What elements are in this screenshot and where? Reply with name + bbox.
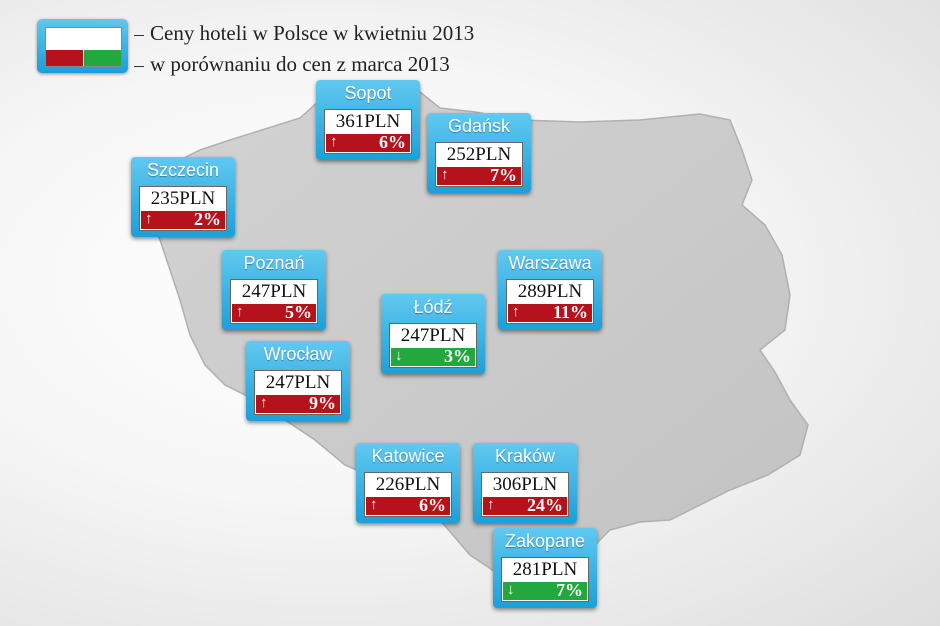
price-value: 252PLN: [446, 144, 512, 165]
price-box: 281PLN ↓ 7%: [501, 557, 589, 602]
legend-title-line1: Ceny hoteli w Polsce w kwietniu 2013: [150, 21, 475, 45]
city-name: Zakopane: [504, 531, 586, 551]
price-value: 361PLN: [335, 111, 401, 132]
price-value: 226PLN: [375, 474, 441, 495]
legend-icon: [37, 19, 128, 73]
price-change-value: 9%: [309, 393, 336, 413]
city-card-sopot: Sopot 361PLN ↑ 6%: [316, 80, 420, 160]
legend-connector-line: [134, 66, 144, 67]
price-change-value: 6%: [379, 132, 406, 152]
city-name: Katowice: [371, 446, 445, 466]
price-value: 247PLN: [241, 281, 307, 302]
city-card-gdansk: Gdańsk 252PLN ↑ 7%: [427, 113, 531, 193]
city-name: Wrocław: [263, 344, 333, 364]
price-box: 361PLN ↑ 6%: [324, 109, 412, 154]
price-box: 247PLN ↑ 9%: [254, 370, 342, 415]
price-box: 247PLN ↓ 3%: [389, 323, 477, 368]
city-name: Gdańsk: [447, 116, 511, 136]
price-change-bar: ↑ 7%: [437, 165, 521, 185]
price-box: 226PLN ↑ 6%: [364, 472, 452, 517]
city-card-szczecin: Szczecin 235PLN ↑ 2%: [131, 157, 235, 237]
legend-increase-swatch: [46, 50, 83, 66]
arrow-up-icon: ↑: [260, 394, 268, 411]
city-card-poznan: Poznań 247PLN ↑ 5%: [222, 250, 326, 330]
price-box: 289PLN ↑ 11%: [506, 279, 594, 324]
price-change-value: 2%: [194, 209, 221, 229]
price-value: 235PLN: [150, 188, 216, 209]
city-card-wrocaw: Wrocław 247PLN ↑ 9%: [246, 341, 350, 421]
price-change-bar: ↑ 11%: [508, 302, 592, 322]
price-value: 289PLN: [517, 281, 583, 302]
price-change-value: 7%: [556, 580, 583, 600]
price-change-bar: ↓ 7%: [503, 580, 587, 600]
city-card-zakopane: Zakopane 281PLN ↓ 7%: [493, 528, 597, 608]
price-change-bar: ↑ 6%: [366, 495, 450, 515]
price-box: 235PLN ↑ 2%: [139, 186, 227, 231]
city-name: Kraków: [494, 446, 556, 466]
arrow-down-icon: ↓: [507, 581, 515, 598]
price-change-bar: ↑ 2%: [141, 209, 225, 229]
price-change-bar: ↑ 5%: [232, 302, 316, 322]
city-name: Sopot: [344, 83, 392, 103]
arrow-up-icon: ↑: [145, 210, 153, 227]
arrow-up-icon: ↑: [512, 303, 520, 320]
city-name: Poznań: [243, 253, 305, 273]
price-change-value: 6%: [419, 495, 446, 515]
legend-connector-line: [134, 35, 144, 36]
price-change-value: 24%: [527, 495, 563, 515]
price-change-bar: ↑ 24%: [483, 495, 567, 515]
price-value: 281PLN: [512, 559, 578, 580]
legend-title-line2: w porównaniu do cen z marca 2013: [150, 52, 450, 76]
city-card-katowice: Katowice 226PLN ↑ 6%: [356, 443, 460, 523]
city-name: Warszawa: [508, 253, 592, 273]
price-change-bar: ↑ 9%: [256, 393, 340, 413]
price-change-bar: ↓ 3%: [391, 346, 475, 366]
arrow-down-icon: ↓: [395, 347, 403, 364]
arrow-up-icon: ↑: [236, 303, 244, 320]
price-change-bar: ↑ 6%: [326, 132, 410, 152]
city-card-odz: Łódź 247PLN ↓ 3%: [381, 294, 485, 374]
price-box: 306PLN ↑ 24%: [481, 472, 569, 517]
arrow-up-icon: ↑: [330, 133, 338, 150]
city-card-krakow: Kraków 306PLN ↑ 24%: [473, 443, 577, 523]
price-box: 247PLN ↑ 5%: [230, 279, 318, 324]
legend-icon-frame: [45, 27, 122, 67]
price-change-value: 7%: [490, 165, 517, 185]
price-change-value: 5%: [285, 302, 312, 322]
price-value: 247PLN: [265, 372, 331, 393]
price-change-value: 11%: [552, 302, 588, 322]
price-box: 252PLN ↑ 7%: [435, 142, 523, 187]
arrow-up-icon: ↑: [441, 166, 449, 183]
city-name: Łódź: [413, 297, 453, 317]
arrow-up-icon: ↑: [487, 496, 495, 513]
city-card-warszawa: Warszawa 289PLN ↑ 11%: [498, 250, 602, 330]
price-value: 247PLN: [400, 325, 466, 346]
legend-decrease-swatch: [84, 50, 121, 66]
price-change-value: 3%: [444, 346, 471, 366]
arrow-up-icon: ↑: [370, 496, 378, 513]
price-value: 306PLN: [492, 474, 558, 495]
city-name: Szczecin: [146, 160, 220, 180]
